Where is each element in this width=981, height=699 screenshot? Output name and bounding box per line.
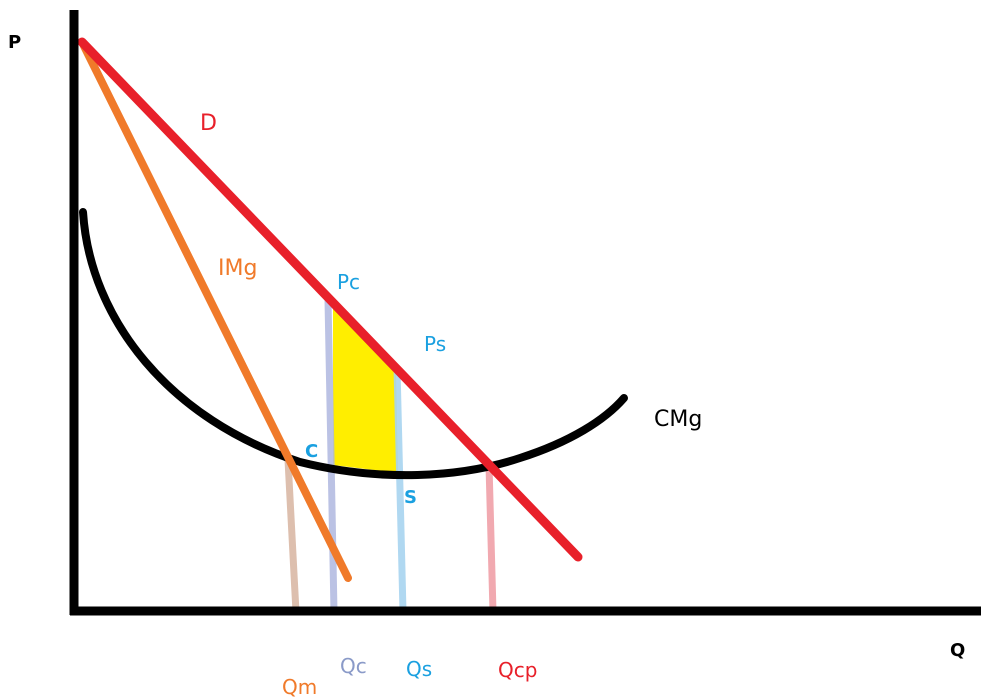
demand-label: D: [200, 111, 217, 136]
qm-label: Qm: [282, 675, 317, 699]
qs-label: Qs: [406, 657, 432, 681]
marginal-cost-label: CMg: [654, 407, 702, 432]
s-label: S: [404, 487, 417, 508]
y-axis-label: P: [8, 32, 21, 53]
qcp-guide-line: [485, 461, 497, 616]
marginal-cost-curve: [79, 208, 628, 480]
qcp-label: Qcp: [498, 658, 537, 682]
welfare-area: [333, 305, 398, 473]
qc-guide-line: [324, 296, 338, 616]
demand-curve: [77, 37, 583, 562]
x-axis-label: Q: [950, 640, 965, 661]
marginal-revenue-label: IMg: [218, 256, 257, 281]
qs-guide-line: [393, 364, 407, 616]
qm-guide-line: [284, 456, 300, 616]
pc-label: Pc: [337, 270, 360, 294]
qc-label: Qc: [340, 654, 367, 678]
ps-label: Ps: [424, 332, 446, 356]
c-label: C: [305, 441, 318, 462]
marginal-revenue-curve: [78, 38, 352, 582]
